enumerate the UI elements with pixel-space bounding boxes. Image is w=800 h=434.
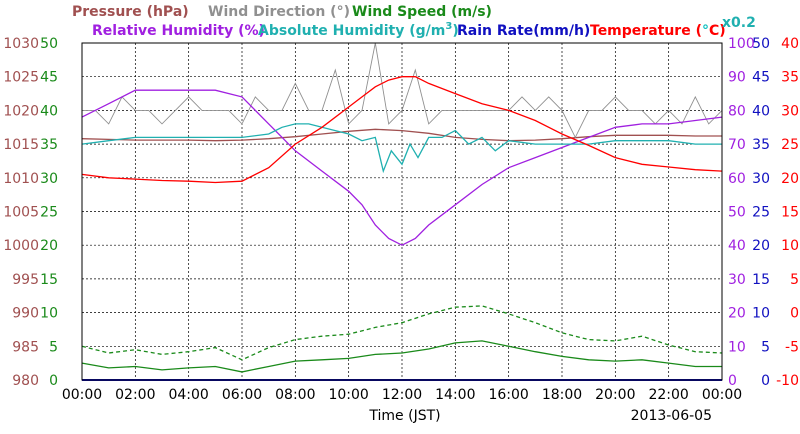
- y-tick-temp: -5: [785, 339, 799, 355]
- y-tick-wind: 25: [40, 205, 58, 221]
- legend-temperature-main: Temperature (: [590, 23, 702, 39]
- x-tick-labels: 00:00 02:00 04:00 06:00 08:00 10:00 12:00 14:00…: [62, 387, 742, 403]
- legend-absolute-humidity-sup: 3: [445, 21, 452, 32]
- series-wind-speed-mean: [81, 340, 722, 373]
- y-tick-rain: 15: [752, 272, 770, 288]
- x-tick-label: 04:00: [168, 387, 208, 403]
- series-rh: [81, 89, 723, 246]
- x-tick-label: 00:00: [62, 387, 102, 403]
- y-tick-wind: 10: [40, 306, 58, 322]
- y-tick-pressure: 990: [12, 306, 39, 322]
- y-tick-rain: 0: [761, 373, 770, 389]
- y-tick-rh: 10: [728, 339, 746, 355]
- y-tick-wind: 0: [49, 373, 58, 389]
- plot-frame: [81, 42, 723, 381]
- y-tick-pressure: 1005: [3, 205, 39, 221]
- y-tick-temp: -10: [776, 373, 799, 389]
- legend-rain-rate: Rain Rate(mm/h): [457, 23, 590, 39]
- x-tick-label: 10:00: [328, 387, 368, 403]
- series-pressure: [81, 128, 722, 142]
- series-wind-dir: [82, 42, 723, 139]
- series-temp: [81, 76, 723, 184]
- y-tick-temp: 10: [781, 238, 799, 254]
- y-tick-temp: 20: [781, 171, 799, 187]
- y-tick-rh: 30: [728, 272, 746, 288]
- legend-temperature-deg: °: [702, 23, 709, 39]
- legend-wind-speed: Wind Speed (m/s): [352, 4, 492, 20]
- y-tick-wind: 50: [40, 36, 58, 52]
- legend-factor: x0.2: [722, 15, 756, 31]
- y-tick-rain: 50: [752, 36, 770, 52]
- y-tick-wind: 40: [40, 103, 58, 119]
- y-tick-temp: 30: [781, 103, 799, 119]
- y-tick-temp: 0: [790, 306, 799, 322]
- legend-pressure: Pressure (hPa): [72, 4, 189, 20]
- y-tick-rh: 50: [728, 205, 746, 221]
- legend-absolute-humidity: Absolute Humidity (g/m3): [258, 21, 459, 39]
- y-tick-temp: 25: [781, 137, 799, 153]
- legend-temperature-end: C): [709, 23, 726, 39]
- y-tick-pressure: 1020: [3, 103, 39, 119]
- x-tick-label: 16:00: [488, 387, 528, 403]
- y-tick-wind: 5: [49, 339, 58, 355]
- x-tick-label: 22:00: [648, 387, 688, 403]
- y-tick-rh: 70: [728, 137, 746, 153]
- y-tick-rain: 10: [752, 306, 770, 322]
- y-tick-temp: 5: [790, 272, 799, 288]
- y-tick-rh: 20: [728, 306, 746, 322]
- y-tick-rh: 90: [728, 70, 746, 86]
- x-tick-label: 14:00: [435, 387, 475, 403]
- y-tick-wind: 20: [40, 238, 58, 254]
- x-tick-label: 20:00: [595, 387, 635, 403]
- y-tick-pressure: 1015: [3, 137, 39, 153]
- x-tick-label: 02:00: [115, 387, 155, 403]
- y-tick-rh: 0: [728, 373, 737, 389]
- y-tick-rh: 60: [728, 171, 746, 187]
- series-ah: [81, 123, 722, 174]
- y-tick-pressure: 1030: [3, 36, 39, 52]
- legend-absolute-humidity-end: ): [452, 23, 458, 39]
- legend-wind-direction: Wind Direction (°): [208, 4, 350, 20]
- y-tick-rain: 45: [752, 70, 770, 86]
- y-tick-pressure: 980: [12, 373, 39, 389]
- y-tick-rain: 30: [752, 171, 770, 187]
- y-tick-rain: 20: [752, 238, 770, 254]
- x-tick-label: 18:00: [542, 387, 582, 403]
- legend-temperature: Temperature (°C): [590, 23, 726, 39]
- x-axis-label: Time (JST): [368, 408, 440, 424]
- y-tick-wind: 15: [40, 272, 58, 288]
- legend-relative-humidity: Relative Humidity (%): [92, 23, 265, 39]
- y-tick-wind: 30: [40, 171, 58, 187]
- y-tick-pressure: 1000: [3, 238, 39, 254]
- y-tick-temp: 40: [781, 36, 799, 52]
- y-tick-pressure: 995: [12, 272, 39, 288]
- y-tick-pressure: 985: [12, 339, 39, 355]
- legend-absolute-humidity-main: Absolute Humidity (g/m: [258, 23, 445, 39]
- x-tick-label: 00:00: [702, 387, 742, 403]
- y-tick-wind: 45: [40, 70, 58, 86]
- y-tick-rh: 80: [728, 103, 746, 119]
- y-tick-rh: 40: [728, 238, 746, 254]
- y-tick-rain: 40: [752, 103, 770, 119]
- y-tick-pressure: 1025: [3, 70, 39, 86]
- y-tick-labels: 9809859909951000100510101015102010251030…: [3, 36, 799, 389]
- y-tick-pressure: 1010: [3, 171, 39, 187]
- x-tick-label: 08:00: [275, 387, 315, 403]
- y-tick-rain: 25: [752, 205, 770, 221]
- y-tick-rain: 5: [761, 339, 770, 355]
- y-tick-temp: 15: [781, 205, 799, 221]
- date-label: 2013-06-05: [631, 408, 712, 424]
- y-tick-rh: 100: [728, 36, 755, 52]
- y-tick-wind: 35: [40, 137, 58, 153]
- series-wind-speed-gust: [81, 305, 723, 361]
- y-tick-rain: 35: [752, 137, 770, 153]
- y-tick-temp: 35: [781, 70, 799, 86]
- x-tick-label: 12:00: [382, 387, 422, 403]
- x-tick-label: 06:00: [222, 387, 262, 403]
